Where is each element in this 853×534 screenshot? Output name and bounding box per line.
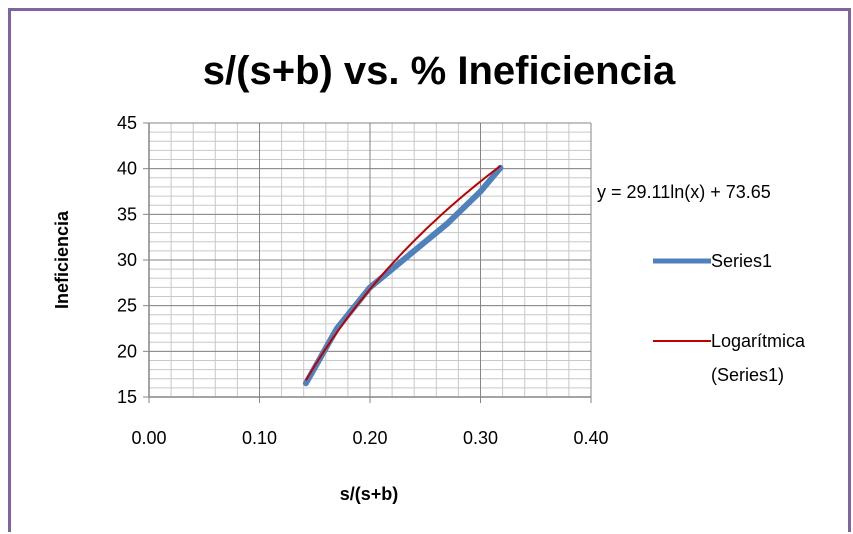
- y-tick-label: 40: [117, 159, 137, 179]
- legend: Series1 Logarítmica (Series1): [653, 251, 806, 385]
- chart-title: s/(s+b) vs. % Ineficiencia: [203, 49, 676, 93]
- legend-label-trendline-line2: (Series1): [711, 365, 784, 385]
- x-tick-label: 0.40: [573, 428, 608, 448]
- y-tick-labels: 15 20 25 30 35 40 45: [117, 113, 137, 407]
- x-tick-label: 0.00: [131, 428, 166, 448]
- y-tick-label: 15: [117, 387, 137, 407]
- trendline-logarithmic: [305, 165, 502, 381]
- y-tick-label: 45: [117, 113, 137, 133]
- y-axis-label: Ineficiencia: [52, 210, 72, 309]
- series-layer: [302, 164, 504, 387]
- x-axis-label: s/(s+b): [340, 484, 399, 504]
- y-tick-label: 30: [117, 250, 137, 270]
- legend-label-trendline-line1: Logarítmica: [711, 331, 806, 351]
- trendline-equation: y = 29.11ln(x) + 73.65: [597, 182, 771, 202]
- legend-label-series1: Series1: [711, 251, 772, 271]
- y-tick-label: 25: [117, 296, 137, 316]
- x-tick-label: 0.20: [352, 428, 387, 448]
- x-tick-labels: 0.00 0.10 0.20 0.30 0.40: [131, 428, 608, 448]
- y-tick-label: 20: [117, 341, 137, 361]
- x-tick-label: 0.30: [463, 428, 498, 448]
- y-tick-label: 35: [117, 204, 137, 224]
- grid: [148, 122, 592, 398]
- x-tick-label: 0.10: [242, 428, 277, 448]
- axes: [143, 122, 592, 403]
- series-line-series1: [302, 164, 504, 387]
